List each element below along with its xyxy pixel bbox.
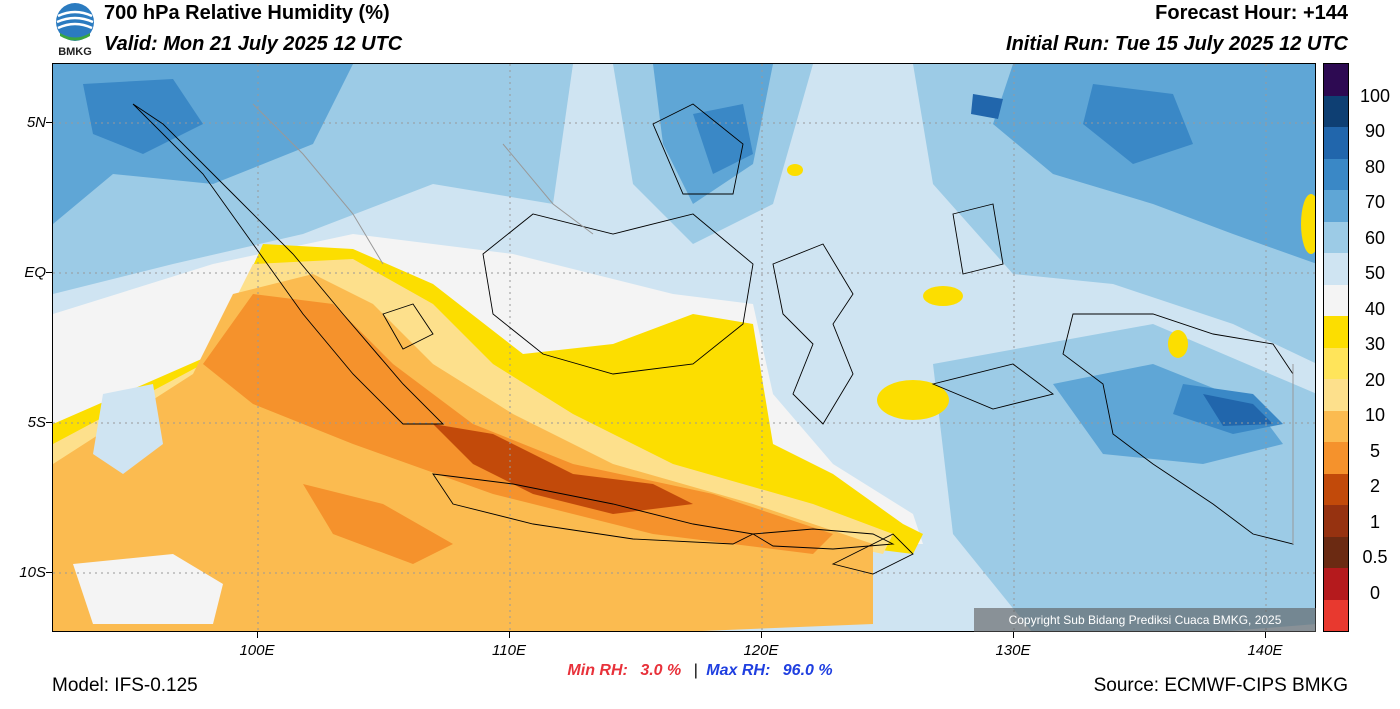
max-rh-value: 96.0 % bbox=[782, 662, 833, 679]
colorbar-segment bbox=[1324, 316, 1348, 348]
colorbar-label: 1 bbox=[1369, 512, 1380, 532]
colorbar-segment bbox=[1324, 127, 1348, 159]
bmkg-logo-icon bbox=[52, 2, 98, 60]
colorbar-segment bbox=[1324, 253, 1348, 285]
rh-stats: Min RH: 3.0 % | Max RH: 96.0 % bbox=[0, 662, 1400, 680]
colorbar-segment bbox=[1324, 379, 1348, 411]
colorbar-label: 2 bbox=[1369, 476, 1380, 496]
colorbar-segment bbox=[1324, 568, 1348, 600]
colorbar-segment bbox=[1324, 442, 1348, 474]
min-rh-label: Min RH: bbox=[567, 662, 628, 679]
chart-title: 700 hPa Relative Humidity (%) bbox=[104, 2, 390, 24]
colorbar-segment bbox=[1324, 599, 1348, 631]
colorbar-label: 20 bbox=[1364, 370, 1386, 390]
lon-label-130e: 130E bbox=[995, 642, 1031, 659]
lon-tick bbox=[1013, 632, 1014, 638]
lat-tick bbox=[46, 422, 52, 423]
valid-time: Valid: Mon 21 July 2025 12 UTC bbox=[104, 33, 403, 55]
lon-label-110e: 110E bbox=[492, 642, 526, 659]
colorbar-segment bbox=[1324, 95, 1348, 127]
lat-label-5n: 5N bbox=[26, 114, 46, 131]
colorbar-label: 5 bbox=[1369, 441, 1380, 461]
humidity-map bbox=[52, 63, 1316, 632]
min-rh-value: 3.0 % bbox=[640, 662, 682, 679]
lon-tick bbox=[509, 632, 510, 638]
colorbar bbox=[1323, 63, 1349, 632]
colorbar-segment bbox=[1324, 158, 1348, 190]
stats-separator: | bbox=[693, 662, 698, 679]
colorbar-label: 30 bbox=[1364, 334, 1386, 354]
lon-label-100e: 100E bbox=[239, 642, 275, 659]
colorbar-segment bbox=[1324, 505, 1348, 537]
lat-tick bbox=[46, 272, 52, 273]
colorbar-label: 40 bbox=[1364, 299, 1386, 319]
humidity-field bbox=[53, 64, 1315, 631]
copyright-notice: Copyright Sub Bidang Prediksi Cuaca BMKG… bbox=[974, 608, 1316, 632]
lon-tick bbox=[761, 632, 762, 638]
max-rh-label: Max RH: bbox=[706, 662, 771, 679]
colorbar-label: 50 bbox=[1364, 263, 1386, 283]
colorbar-segment bbox=[1324, 221, 1348, 253]
lat-tick bbox=[46, 122, 52, 123]
colorbar-label: 0 bbox=[1369, 583, 1380, 603]
colorbar-segment bbox=[1324, 473, 1348, 505]
colorbar-segment bbox=[1324, 64, 1348, 96]
lon-label-140e: 140E bbox=[1247, 642, 1283, 659]
lat-tick bbox=[46, 572, 52, 573]
initial-run: Initial Run: Tue 15 July 2025 12 UTC bbox=[1006, 33, 1348, 55]
model-label: Model: IFS-0.125 bbox=[52, 675, 198, 696]
colorbar-label: 0.5 bbox=[1362, 547, 1388, 567]
colorbar-label: 100 bbox=[1359, 86, 1391, 106]
lat-label-10s: 10S bbox=[19, 564, 46, 581]
lon-label-120e: 120E bbox=[743, 642, 779, 659]
lat-label-5s: 5S bbox=[27, 414, 46, 431]
lon-tick bbox=[1265, 632, 1266, 638]
source-label: Source: ECMWF-CIPS BMKG bbox=[1093, 675, 1348, 696]
colorbar-label: 10 bbox=[1364, 405, 1386, 425]
colorbar-segment bbox=[1324, 410, 1348, 442]
colorbar-segment bbox=[1324, 536, 1348, 568]
colorbar-segment bbox=[1324, 347, 1348, 379]
colorbar-label: 70 bbox=[1364, 192, 1386, 212]
logo-text: BMKG bbox=[58, 46, 92, 58]
colorbar-label: 90 bbox=[1364, 121, 1386, 141]
lon-tick bbox=[257, 632, 258, 638]
colorbar-label: 80 bbox=[1364, 157, 1386, 177]
colorbar-segment bbox=[1324, 284, 1348, 316]
lat-label-eq: EQ bbox=[24, 264, 46, 281]
colorbar-segment bbox=[1324, 190, 1348, 222]
colorbar-label: 60 bbox=[1364, 228, 1386, 248]
forecast-hour: Forecast Hour: +144 bbox=[1155, 2, 1348, 24]
